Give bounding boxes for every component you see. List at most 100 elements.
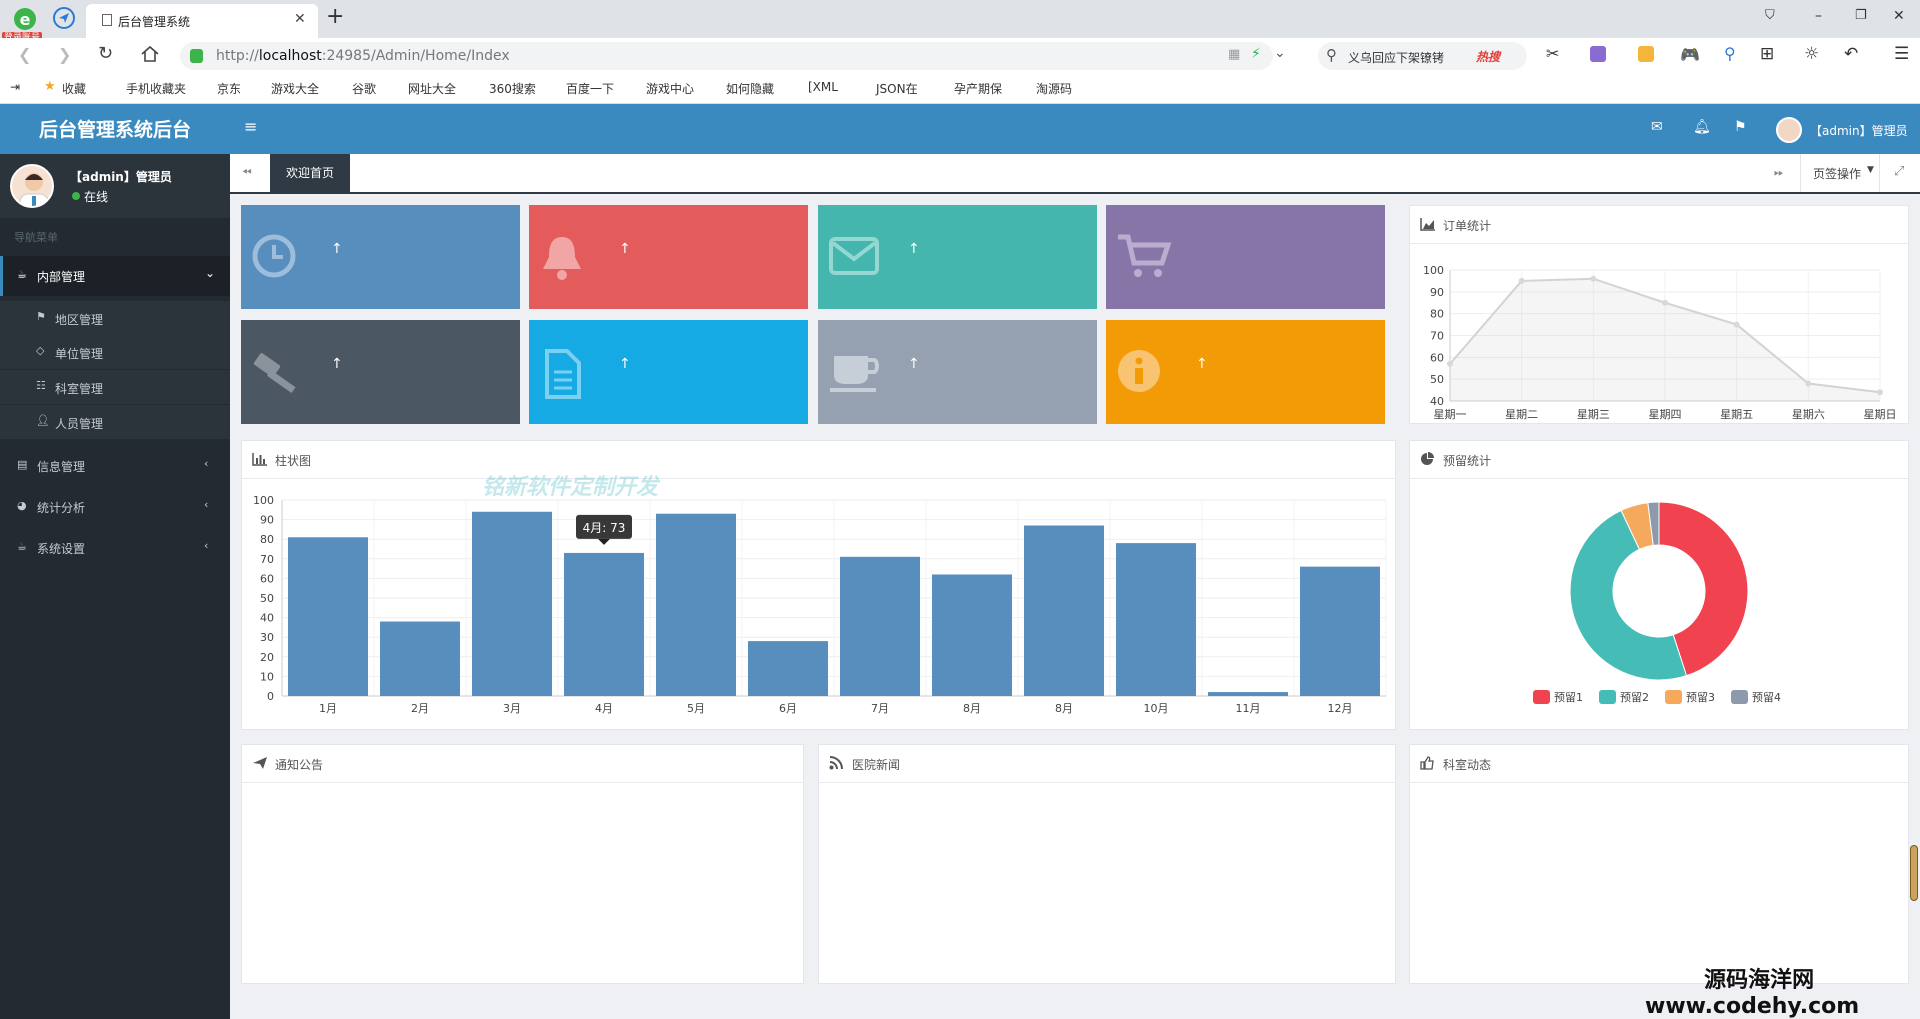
tab-scroll-right-icon[interactable]: ⏩︎ <box>1774 165 1784 179</box>
mail-icon[interactable]: ✉ <box>1651 119 1663 135</box>
tile-arrow: ↑ <box>331 241 343 257</box>
submenu-staff[interactable]: 👤︎ 人员管理 <box>0 405 230 439</box>
pie-icon: ◕ <box>17 499 27 512</box>
url-text: http://localhost:24985/Admin/Home/Index <box>216 48 510 64</box>
menu-icon[interactable]: ☰ <box>1894 44 1910 64</box>
url-rest: :24985/Admin/Home/Index <box>321 48 510 64</box>
menu-info[interactable]: ▤ 信息管理 ‹ <box>0 446 230 486</box>
stat-tile-info[interactable]: ↑ <box>1106 320 1385 424</box>
shield-icon[interactable] <box>1638 46 1654 62</box>
stat-tile-coffee[interactable]: ↑ <box>818 320 1097 424</box>
forward-icon[interactable]: ❯ <box>58 45 72 64</box>
menu-toggle-button[interactable]: ≡ <box>244 117 258 136</box>
tab-welcome[interactable]: 欢迎首页 <box>270 154 350 192</box>
shirt-icon[interactable]: ⛉ <box>1765 8 1775 23</box>
tab-title: 后台管理系统 <box>118 15 191 29</box>
reserve-donut-chart: 预留1 预留2 预留3 预留4 <box>1533 501 1781 704</box>
bookmark-item[interactable]: 360搜索 <box>489 82 536 96</box>
tile-arrow: ↑ <box>619 356 631 372</box>
grid-icon[interactable]: ⊞ <box>1760 44 1775 64</box>
browser-logo-icon[interactable]: e <box>12 6 38 32</box>
info-icon <box>1118 350 1160 392</box>
sidebar-toggle-icon[interactable]: ⇥ <box>10 80 21 94</box>
bookmarks-bar <box>0 76 1920 104</box>
flag-icon[interactable]: ⚑ <box>1734 119 1747 135</box>
donut-slice <box>1658 501 1749 677</box>
bookmark-item[interactable]: 手机收藏夹 <box>126 82 187 96</box>
bookmark-item[interactable]: 收藏 <box>62 82 87 96</box>
close-tab-icon[interactable]: ✕ <box>294 11 306 27</box>
news-title-bar: 医院新闻 <box>819 745 1395 783</box>
stat-tile-clock[interactable]: ↑ <box>241 205 520 309</box>
app-title: 后台管理系统后台 <box>0 104 230 154</box>
bookmark-item[interactable]: JSON在 <box>876 82 918 96</box>
translate-icon[interactable] <box>1590 46 1606 62</box>
bookmark-item[interactable]: 如何隐藏 <box>726 82 775 96</box>
search-bar[interactable]: ⚲ 义乌回应下架镣铐 热搜 <box>1318 42 1527 70</box>
home-icon[interactable] <box>140 45 160 63</box>
stat-tile-bell[interactable]: ↑ <box>529 205 808 309</box>
stat-tile-file[interactable]: ↑ <box>529 320 808 424</box>
browser-tab[interactable]: 后台管理系统 ✕ <box>86 4 318 38</box>
submenu-region[interactable]: ⚑ 地区管理 <box>0 301 230 335</box>
brightness-icon[interactable]: ☼ <box>1804 44 1820 64</box>
game-icon[interactable]: 🎮 <box>1680 45 1700 64</box>
bookmark-item[interactable]: [XML <box>808 80 838 94</box>
tab-scroll-left-icon[interactable]: ⏪︎ <box>242 165 252 179</box>
page-ops-dropdown[interactable]: 页签操作 ▼ <box>1800 154 1880 192</box>
bookmark-item[interactable]: 游戏中心 <box>646 82 695 96</box>
send-icon[interactable] <box>52 6 76 30</box>
bookmark-item[interactable]: 游戏大全 <box>271 82 320 96</box>
x-tick-label: 2月 <box>411 702 429 715</box>
reserve-title-bar: 预留统计 <box>1410 441 1908 479</box>
submenu-dept[interactable]: ☷ 科室管理 <box>0 370 230 404</box>
menu-internal[interactable]: ☕︎ 内部管理 ⌄ <box>0 256 230 296</box>
dropdown-icon[interactable]: ⌄ <box>1274 45 1286 61</box>
book-icon: ▤ <box>17 458 28 471</box>
top-header: ≡ <box>230 104 1920 154</box>
dept-title-bar: 科室动态 <box>1410 745 1908 783</box>
bar-title: 柱状图 <box>275 454 312 468</box>
stat-tile-envelope[interactable]: ↑ <box>818 205 1097 309</box>
reload-icon[interactable]: ↻ <box>98 43 114 64</box>
close-window-icon[interactable]: ✕ <box>1893 8 1905 24</box>
undo-icon[interactable]: ↶ <box>1844 44 1859 64</box>
new-tab-button[interactable]: + <box>326 4 345 29</box>
scrollbar-handle[interactable] <box>1910 845 1918 901</box>
search-icon: ⚲ <box>1326 46 1337 64</box>
bookmark-item[interactable]: 孕产期保 <box>954 82 1003 96</box>
tooltip-box <box>576 514 632 539</box>
fullscreen-icon[interactable]: ⤢ <box>1894 164 1905 179</box>
minimize-icon[interactable]: – <box>1815 8 1822 24</box>
scissors-icon[interactable]: ✂ <box>1546 44 1560 63</box>
stat-tile-gavel[interactable]: ↑ <box>241 320 520 424</box>
header-user-label[interactable]: 【admin】管理员 <box>1810 124 1908 138</box>
magnifier-icon[interactable]: ⚲ <box>1724 44 1736 63</box>
header-avatar[interactable] <box>1776 117 1802 143</box>
bookmark-item[interactable]: 淘源码 <box>1036 82 1073 96</box>
menu-settings[interactable]: ☕︎ 系统设置 ‹ <box>0 528 230 568</box>
bookmark-item[interactable]: 百度一下 <box>566 82 615 96</box>
y-tick-label: 60 <box>1430 351 1444 364</box>
back-icon[interactable]: ❮ <box>18 45 32 64</box>
bell-icon[interactable]: 🔔︎ <box>1693 119 1711 135</box>
bookmark-item[interactable]: 网址大全 <box>408 82 457 96</box>
menu-stats[interactable]: ◕ 统计分析 ‹ <box>0 487 230 527</box>
restore-icon[interactable]: ❐ <box>1855 8 1867 23</box>
submenu-unit[interactable]: ◇ 单位管理 <box>0 335 230 369</box>
bookmark-item[interactable]: 京东 <box>217 82 242 96</box>
bookmark-item[interactable]: 谷歌 <box>352 82 377 96</box>
caret-down-icon: ▼ <box>1867 165 1874 175</box>
sidebar <box>0 154 230 1019</box>
stat-tile-cart[interactable] <box>1106 205 1385 309</box>
legend-swatch <box>1533 690 1550 704</box>
x-tick-label: 星期二 <box>1505 408 1538 421</box>
toolbar-icons: ✂ 🎮 ⚲ ⊞ ☼ ↶ ☰ <box>1546 44 1916 68</box>
lightning-icon[interactable]: ⚡ <box>1251 46 1261 62</box>
qr-icon[interactable]: ▦ <box>1228 47 1241 62</box>
address-bar[interactable]: http://localhost:24985/Admin/Home/Index … <box>180 42 1286 70</box>
menu-stats-label: 统计分析 <box>37 501 86 515</box>
hot-label[interactable]: 热搜 <box>1476 50 1501 64</box>
dept-title: 科室动态 <box>1443 758 1492 772</box>
